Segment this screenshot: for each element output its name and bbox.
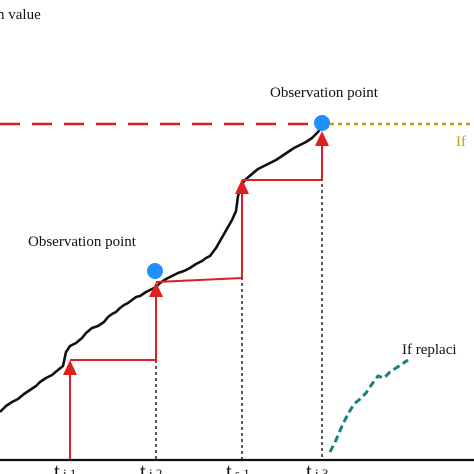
time-tick-ti2: t i,2 xyxy=(140,459,162,474)
svg-text:t: t xyxy=(226,459,232,474)
arrow-up-icon xyxy=(315,131,329,146)
observation-point-label: Observation point xyxy=(270,85,379,101)
time-tick-ts1: t s,1 xyxy=(226,459,250,474)
svg-text:t: t xyxy=(140,459,146,474)
arrow-up-icon xyxy=(149,282,163,297)
svg-text:t: t xyxy=(306,459,312,474)
step-path xyxy=(69,140,323,460)
degradation-path xyxy=(0,125,324,413)
replacement-note-label: If replaci xyxy=(402,342,457,358)
svg-text:s,1: s,1 xyxy=(235,466,250,474)
observation-point-2 xyxy=(314,115,330,131)
y-axis-label: n value xyxy=(0,7,41,23)
replacement-path xyxy=(328,358,409,453)
observation-point-1 xyxy=(147,263,163,279)
arrow-up-icon xyxy=(235,179,249,194)
svg-text:i,3: i,3 xyxy=(315,466,328,474)
time-tick-ti1: t i,1 xyxy=(54,459,76,474)
time-tick-ti3: t i,3 xyxy=(306,459,328,474)
observation-point-label: Observation point xyxy=(28,234,137,250)
arrow-up-icon xyxy=(63,360,77,375)
threshold-note-label: If xyxy=(456,134,466,150)
svg-text:t: t xyxy=(54,459,60,474)
svg-text:i,1: i,1 xyxy=(63,466,76,474)
svg-text:i,2: i,2 xyxy=(149,466,162,474)
